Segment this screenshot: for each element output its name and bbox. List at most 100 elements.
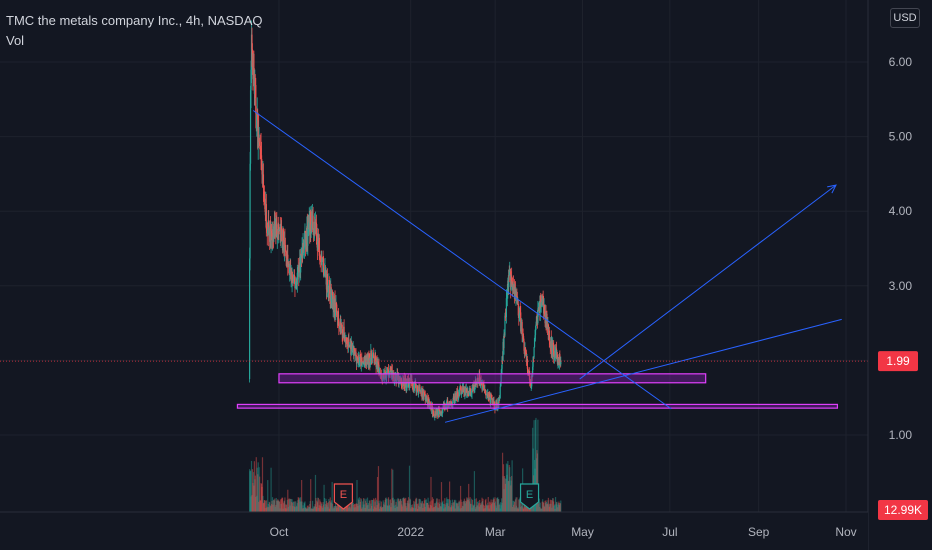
volume-bar: [558, 501, 560, 512]
volume-bar: [446, 497, 448, 512]
volume-bar: [332, 508, 334, 512]
volume-bar: [439, 506, 442, 512]
volume-bar: [294, 501, 296, 512]
volume-bar: [431, 500, 433, 512]
candle-body: [294, 282, 296, 289]
volume-bar: [506, 464, 508, 512]
symbol-title[interactable]: TMC the metals company Inc., 4h, NASDAQ: [6, 13, 263, 28]
candle-body: [400, 378, 402, 384]
candle-body: [454, 393, 456, 401]
volume-bar: [541, 501, 543, 512]
candle-body: [552, 344, 554, 353]
time-tick-label: Oct: [270, 525, 289, 539]
volume-bar: [279, 508, 281, 512]
time-tick-label: Nov: [835, 525, 856, 539]
volume-bar: [259, 476, 261, 512]
volume-bar: [359, 501, 361, 512]
volume-bar: [413, 504, 415, 512]
candle-body: [358, 357, 360, 364]
support-zone[interactable]: [236, 403, 839, 409]
candle-body: [256, 115, 258, 129]
candle-body: [339, 326, 341, 328]
volume-bar: [385, 498, 387, 512]
volume-bar: [468, 483, 470, 512]
time-axis[interactable]: Oct 2022 Mar May Jul Sep Nov: [0, 511, 868, 550]
candle-body: [249, 90, 252, 164]
candle-body: [315, 222, 318, 234]
volume-bar: [480, 504, 482, 512]
volume-bar: [550, 499, 552, 512]
earnings-marker[interactable]: E: [519, 483, 540, 510]
candle-body: [316, 233, 318, 239]
candle-body: [446, 401, 448, 404]
candle-body: [429, 402, 431, 405]
volume-bar: [313, 506, 315, 512]
volume-bar: [457, 503, 459, 512]
candle-body: [474, 380, 476, 387]
candle-body: [332, 299, 334, 310]
volume-bar: [314, 504, 316, 512]
volume-bar: [399, 498, 402, 512]
volume-bar: [264, 508, 266, 512]
currency-button[interactable]: USD: [890, 8, 920, 28]
volume-bar: [390, 507, 392, 512]
volume-bar: [372, 508, 374, 512]
candle-body: [319, 259, 321, 261]
volume-bar: [334, 505, 336, 512]
candle-body: [441, 409, 444, 414]
candle-body: [539, 295, 541, 313]
candle-body: [258, 128, 260, 146]
volume-indicator-label[interactable]: Vol: [6, 33, 25, 48]
candle-body: [300, 255, 302, 273]
volume-bar: [426, 503, 428, 512]
volume-bar: [333, 508, 335, 512]
volume-bar: [555, 504, 557, 512]
candle-body: [320, 260, 322, 262]
candle-body: [250, 34, 253, 70]
volume-bar: [291, 499, 293, 512]
trend-line[interactable]: [444, 318, 842, 423]
volume-bar: [318, 507, 320, 512]
earnings-marker[interactable]: E: [333, 483, 353, 510]
candle-body: [460, 388, 462, 395]
volume-bar: [301, 501, 303, 512]
volume-bar: [276, 500, 278, 512]
candle-body: [356, 357, 359, 360]
volume-bar: [263, 502, 265, 512]
candle-body: [363, 362, 365, 364]
volume-bar: [261, 486, 263, 512]
candle-body: [473, 389, 476, 391]
volume-bar: [444, 507, 446, 512]
volume-bar: [544, 502, 547, 512]
volume-bar: [455, 500, 457, 512]
candle-body: [388, 376, 390, 378]
volume-bar: [345, 504, 348, 512]
volume-bar: [486, 505, 488, 512]
volume-bar: [332, 503, 334, 512]
support-zone[interactable]: [278, 373, 707, 384]
trend-line[interactable]: [252, 110, 672, 410]
candle-body: [430, 404, 433, 410]
last-price-badge: [878, 351, 918, 372]
arrow-line[interactable]: [579, 184, 837, 380]
volume-bar: [432, 498, 434, 512]
volume-bar: [407, 500, 409, 512]
volume-bar: [494, 501, 497, 512]
volume-bar: [422, 508, 424, 512]
volume-bar: [445, 504, 447, 512]
candle-body: [460, 391, 463, 395]
volume-bar: [293, 506, 296, 512]
candle-body: [295, 281, 297, 286]
volume-bar: [496, 498, 498, 512]
candle-body: [498, 397, 500, 399]
candle-body: [331, 294, 333, 304]
candle-body: [328, 279, 330, 294]
volume-bar: [489, 502, 491, 512]
volume-bar: [478, 506, 480, 512]
volume-bar: [410, 505, 413, 512]
candle-body: [255, 85, 257, 114]
candle-body: [435, 415, 437, 417]
